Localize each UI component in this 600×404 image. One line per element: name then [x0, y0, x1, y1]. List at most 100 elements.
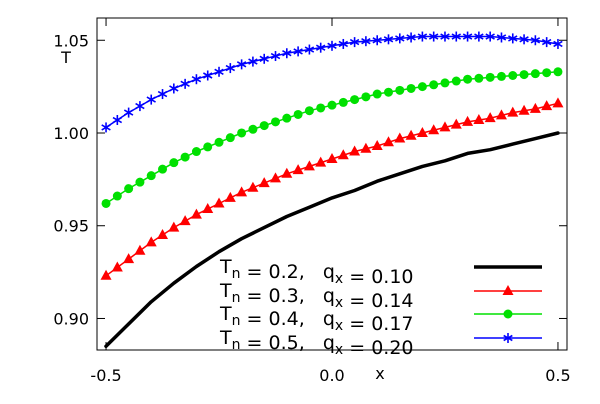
asterisk-marker	[248, 56, 258, 67]
asterisk-marker	[530, 35, 541, 46]
asterisk-marker	[503, 333, 513, 343]
asterisk-marker	[395, 33, 405, 44]
legend-label: Tn = 0.4, qx = 0.17	[219, 303, 414, 335]
asterisk-marker	[508, 33, 518, 44]
legend-entry: Tn = 0.5, qx = 0.20	[219, 327, 542, 359]
asterisk-marker	[519, 34, 529, 45]
triangle-marker	[484, 112, 496, 123]
asterisk-marker	[259, 53, 269, 64]
circle-marker	[169, 158, 179, 168]
triangle-marker	[518, 104, 530, 115]
circle-marker	[248, 124, 258, 134]
triangle-marker	[292, 164, 304, 175]
triangle-marker	[529, 102, 541, 113]
triangle-marker	[473, 114, 485, 125]
circle-marker	[282, 113, 292, 123]
asterisk-marker	[146, 94, 156, 105]
asterisk-marker	[428, 31, 439, 42]
asterisk-marker	[541, 37, 552, 48]
circle-marker	[372, 89, 382, 99]
circle-marker	[191, 147, 201, 157]
circle-marker	[508, 70, 518, 80]
circle-marker	[350, 95, 360, 105]
asterisk-marker	[180, 78, 190, 89]
triangle-marker	[450, 118, 462, 129]
asterisk-marker	[191, 74, 202, 85]
circle-marker	[135, 177, 145, 187]
asterisk-marker	[135, 101, 145, 112]
y-tick-label: 0.90	[53, 309, 89, 328]
triangle-marker	[326, 152, 338, 163]
triangle-marker	[360, 142, 372, 153]
triangle-marker	[134, 244, 146, 255]
y-tick-label: 1.00	[53, 124, 89, 143]
triangle-marker	[157, 229, 169, 240]
triangle-marker	[190, 208, 202, 219]
circle-marker	[429, 80, 439, 90]
triangle-marker	[281, 167, 293, 178]
circle-marker	[553, 67, 563, 77]
triangle-marker	[382, 136, 394, 147]
triangle-marker	[145, 236, 157, 247]
asterisk-marker	[315, 42, 326, 53]
legend-label: Tn = 0.5, qx = 0.20	[219, 327, 414, 359]
asterisk-marker	[157, 89, 168, 100]
asterisk-marker	[462, 31, 473, 42]
asterisk-marker	[338, 38, 349, 49]
triangle-marker	[236, 186, 248, 197]
asterisk-marker	[282, 48, 292, 59]
circle-marker	[271, 117, 281, 127]
axis-ticks: 0.90 0.95 1.00 1.05 -0.5 0.0 0.5	[53, 18, 571, 385]
triangle-marker	[123, 253, 135, 264]
circle-marker	[316, 103, 326, 113]
asterisk-marker	[304, 44, 315, 55]
triangle-marker	[270, 172, 282, 183]
circle-marker	[338, 97, 348, 107]
y-axis-label: T	[60, 48, 71, 67]
triangle-marker	[349, 145, 361, 156]
asterisk-marker	[406, 32, 416, 43]
series-line	[104, 131, 560, 349]
asterisk-marker	[236, 59, 247, 70]
circle-marker	[417, 82, 427, 92]
asterisk-marker	[383, 34, 394, 45]
triangle-marker	[258, 177, 270, 188]
circle-marker	[542, 68, 552, 78]
triangle-marker	[247, 181, 259, 192]
asterisk-marker	[225, 63, 236, 74]
circle-marker	[406, 83, 416, 93]
circle-marker	[146, 171, 156, 181]
circle-marker	[158, 164, 168, 174]
triangle-marker	[552, 97, 564, 108]
triangle-marker	[202, 203, 214, 214]
circle-marker	[519, 70, 529, 80]
circle-marker	[463, 74, 473, 84]
circle-marker	[124, 184, 134, 194]
asterisk-marker	[202, 70, 213, 81]
asterisk-marker	[327, 40, 337, 51]
circle-marker	[361, 92, 371, 102]
series-2	[100, 97, 564, 280]
series-3	[101, 67, 563, 208]
asterisk-marker	[349, 37, 360, 48]
circle-marker	[440, 78, 450, 88]
triangle-marker	[224, 191, 236, 202]
triangle-marker	[507, 106, 519, 117]
asterisk-marker	[361, 36, 371, 47]
triangle-marker	[303, 160, 315, 171]
circle-marker	[225, 133, 235, 143]
triangle-marker	[168, 221, 180, 232]
y-tick-label: 1.05	[53, 31, 89, 50]
asterisk-marker	[101, 122, 111, 133]
triangle-marker	[179, 215, 191, 226]
circle-marker	[101, 198, 111, 208]
asterisk-marker	[214, 66, 224, 77]
x-tick-label: 0.5	[545, 366, 570, 385]
circle-marker	[451, 76, 461, 86]
legend-entry: Tn = 0.2, qx = 0.10	[219, 256, 542, 288]
asterisk-marker	[485, 31, 495, 42]
triangle-marker	[416, 126, 428, 137]
circle-marker	[214, 137, 224, 147]
